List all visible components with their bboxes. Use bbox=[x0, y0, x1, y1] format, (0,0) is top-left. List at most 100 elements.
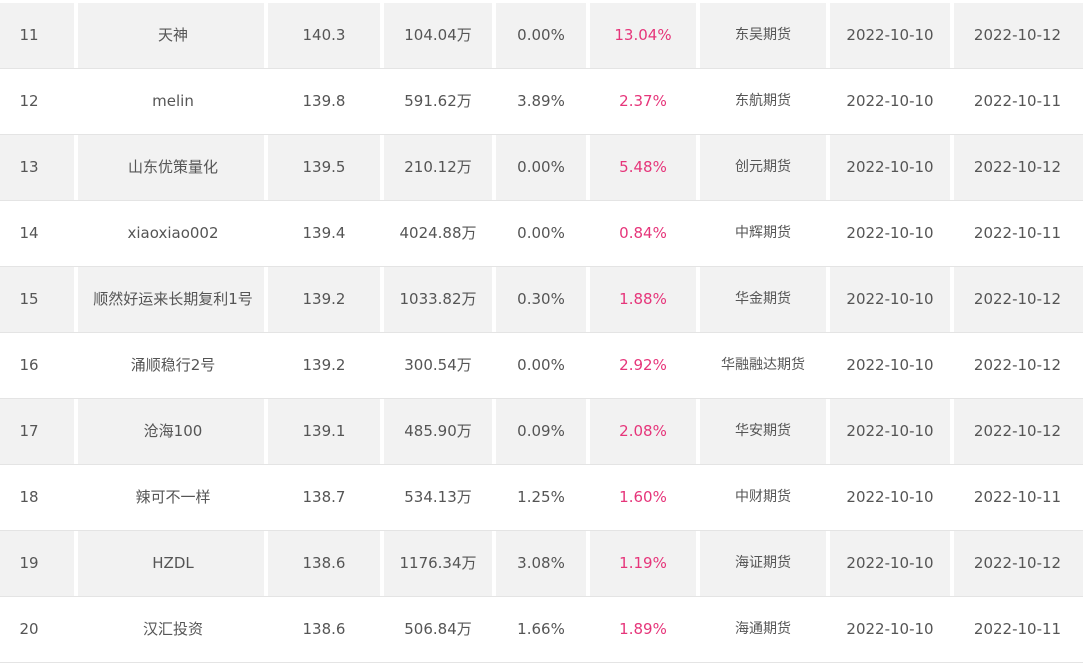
column-divider bbox=[380, 267, 384, 332]
end-date-cell: 2022-10-12 bbox=[973, 26, 1062, 44]
name-cell[interactable]: 辣可不一样 bbox=[135, 488, 211, 506]
column-divider bbox=[492, 399, 496, 464]
table-row[interactable]: 11 天神 140.3 104.04万 0.00% 13.04% 东吴期货 2022-10-1… bbox=[0, 3, 1083, 69]
return-cell: 2.92% bbox=[619, 356, 667, 374]
column-divider bbox=[380, 531, 384, 596]
score-cell: 139.2 bbox=[302, 290, 346, 308]
name-cell[interactable]: 山东优策量化 bbox=[127, 158, 218, 176]
end-date-cell: 2022-10-11 bbox=[973, 92, 1062, 110]
name-cell[interactable]: 汉汇投资 bbox=[142, 620, 203, 638]
scale-cell: 210.12万 bbox=[404, 158, 472, 176]
column-divider bbox=[264, 267, 268, 332]
table-row[interactable]: 14 xiaoxiao002 139.4 4024.88万 0.00% 0.84% 中辉期货… bbox=[0, 201, 1083, 267]
table-row[interactable]: 17 沧海100 139.1 485.90万 0.09% 2.08% 华安期货 2022-10… bbox=[0, 399, 1083, 465]
table-row[interactable]: 13 山东优策量化 139.5 210.12万 0.00% 5.48% 创元期货 2022-1… bbox=[0, 135, 1083, 201]
column-divider bbox=[950, 135, 954, 200]
column-divider bbox=[74, 135, 78, 200]
table-row[interactable]: 12 melin 139.8 591.62万 3.89% 2.37% 东航期货 2022-10… bbox=[0, 69, 1083, 135]
table-row[interactable]: 20 汉汇投资 138.6 506.84万 1.66% 1.89% 海通期货 2022-10-… bbox=[0, 597, 1083, 663]
column-divider bbox=[826, 531, 830, 596]
start-date-cell: 2022-10-10 bbox=[846, 224, 934, 242]
broker-cell: 中辉期货 bbox=[735, 225, 791, 241]
rank-cell: 20 bbox=[19, 620, 39, 638]
broker-cell: 华融融达期货 bbox=[721, 357, 805, 373]
rank-cell: 19 bbox=[19, 554, 39, 572]
column-divider bbox=[696, 135, 700, 200]
return-cell: 2.37% bbox=[619, 92, 667, 110]
score-cell: 139.8 bbox=[302, 92, 346, 110]
column-divider bbox=[696, 3, 700, 68]
broker-cell: 中财期货 bbox=[735, 489, 791, 505]
column-divider bbox=[264, 399, 268, 464]
scale-cell: 506.84万 bbox=[404, 620, 472, 638]
column-divider bbox=[950, 267, 954, 332]
column-divider bbox=[492, 3, 496, 68]
end-date-cell: 2022-10-12 bbox=[973, 290, 1062, 308]
column-divider bbox=[826, 3, 830, 68]
return-cell: 13.04% bbox=[614, 26, 672, 44]
scale-cell: 300.54万 bbox=[404, 356, 472, 374]
rank-cell: 14 bbox=[19, 224, 39, 242]
broker-cell: 东吴期货 bbox=[735, 27, 791, 43]
score-cell: 140.3 bbox=[302, 26, 346, 44]
return-cell: 1.89% bbox=[619, 620, 667, 638]
start-date-cell: 2022-10-10 bbox=[846, 422, 934, 440]
end-date-cell: 2022-10-11 bbox=[973, 224, 1062, 242]
table-row[interactable]: 16 涌顺稳行2号 139.2 300.54万 0.00% 2.92% 华融融达期货 2022… bbox=[0, 333, 1083, 399]
column-divider bbox=[696, 267, 700, 332]
return-cell: 0.84% bbox=[619, 224, 667, 242]
end-date-cell: 2022-10-11 bbox=[973, 488, 1062, 506]
table-row[interactable]: 15 顺然好运来长期复利1号 139.2 1033.82万 0.30% 1.88% 华金期货… bbox=[0, 267, 1083, 333]
score-cell: 138.6 bbox=[302, 554, 346, 572]
column-divider bbox=[950, 3, 954, 68]
return-cell: 1.88% bbox=[619, 290, 667, 308]
scale-cell: 104.04万 bbox=[404, 26, 472, 44]
column-divider bbox=[380, 3, 384, 68]
drawdown-cell: 0.00% bbox=[517, 158, 565, 176]
column-divider bbox=[696, 531, 700, 596]
column-divider bbox=[586, 267, 590, 332]
broker-cell: 华安期货 bbox=[735, 423, 791, 439]
column-divider bbox=[586, 135, 590, 200]
start-date-cell: 2022-10-10 bbox=[846, 158, 934, 176]
end-date-cell: 2022-10-12 bbox=[973, 422, 1062, 440]
rank-cell: 12 bbox=[19, 92, 39, 110]
column-divider bbox=[264, 3, 268, 68]
end-date-cell: 2022-10-11 bbox=[973, 620, 1062, 638]
end-date-cell: 2022-10-12 bbox=[973, 158, 1062, 176]
drawdown-cell: 1.66% bbox=[517, 620, 565, 638]
score-cell: 138.7 bbox=[302, 488, 346, 506]
broker-cell: 海通期货 bbox=[735, 621, 791, 637]
end-date-cell: 2022-10-12 bbox=[973, 554, 1062, 572]
name-cell[interactable]: 顺然好运来长期复利1号 bbox=[93, 290, 253, 308]
scale-cell: 4024.88万 bbox=[399, 224, 477, 242]
start-date-cell: 2022-10-10 bbox=[846, 620, 934, 638]
broker-cell: 海证期货 bbox=[735, 555, 791, 571]
column-divider bbox=[586, 531, 590, 596]
column-divider bbox=[264, 135, 268, 200]
name-cell[interactable]: 涌顺稳行2号 bbox=[130, 356, 216, 374]
return-cell: 2.08% bbox=[619, 422, 667, 440]
table-row[interactable]: 19 HZDL 138.6 1176.34万 3.08% 1.19% 海证期货 2022-10… bbox=[0, 531, 1083, 597]
name-cell[interactable]: 沧海100 bbox=[143, 422, 203, 440]
start-date-cell: 2022-10-10 bbox=[846, 356, 934, 374]
name-cell[interactable]: melin bbox=[152, 92, 194, 110]
rank-cell: 11 bbox=[19, 26, 39, 44]
column-divider bbox=[74, 3, 78, 68]
name-cell[interactable]: HZDL bbox=[152, 554, 194, 572]
column-divider bbox=[74, 399, 78, 464]
table-row[interactable]: 18 辣可不一样 138.7 534.13万 1.25% 1.60% 中财期货 2022-10… bbox=[0, 465, 1083, 531]
column-divider bbox=[586, 399, 590, 464]
drawdown-cell: 3.89% bbox=[517, 92, 565, 110]
broker-cell: 华金期货 bbox=[735, 291, 791, 307]
broker-cell: 创元期货 bbox=[735, 159, 791, 175]
start-date-cell: 2022-10-10 bbox=[846, 554, 934, 572]
column-divider bbox=[492, 267, 496, 332]
name-cell[interactable]: xiaoxiao002 bbox=[127, 224, 219, 242]
column-divider bbox=[586, 3, 590, 68]
start-date-cell: 2022-10-10 bbox=[846, 488, 934, 506]
name-cell[interactable]: 天神 bbox=[157, 26, 188, 44]
column-divider bbox=[950, 399, 954, 464]
drawdown-cell: 0.00% bbox=[517, 224, 565, 242]
